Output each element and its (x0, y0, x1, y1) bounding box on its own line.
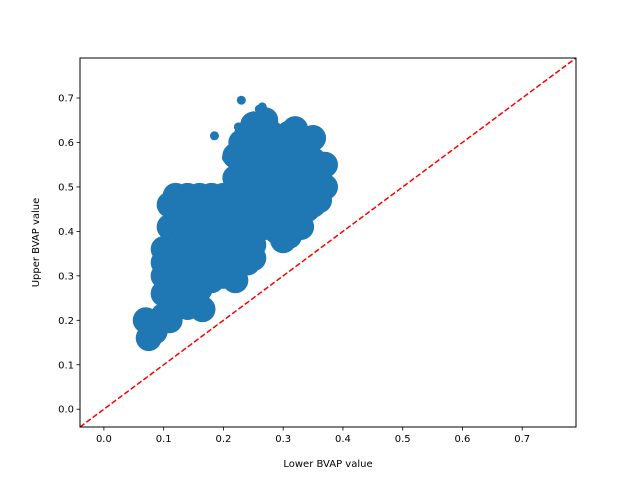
data-point (300, 125, 327, 152)
x-tick-label: 0.6 (455, 434, 471, 445)
y-tick-label: 0.1 (58, 360, 74, 371)
plot-frame (79, 57, 577, 428)
y-tick-label: 0.0 (58, 405, 74, 416)
y-tick-label: 0.6 (58, 138, 74, 149)
x-tick-label: 0.7 (514, 434, 530, 445)
x-tick-label: 0.2 (215, 434, 231, 445)
y-tick-label: 0.4 (58, 227, 74, 238)
data-point-outlier (209, 131, 219, 141)
x-tick-label: 0.4 (335, 434, 351, 445)
points-layer (132, 95, 339, 352)
data-point (312, 151, 339, 178)
data-point-outlier (284, 124, 294, 134)
x-tick-label: 0.5 (395, 434, 411, 445)
data-point (240, 245, 267, 272)
data-point (306, 187, 333, 214)
data-point-outlier (257, 102, 267, 112)
data-point-outlier (236, 95, 246, 105)
data-point-outlier (221, 153, 231, 163)
data-point (189, 296, 216, 323)
data-point-outlier (248, 111, 258, 121)
y-tick-label: 0.2 (58, 316, 74, 327)
data-point (288, 213, 315, 240)
x-tick-label: 0.1 (156, 434, 172, 445)
data-point-outlier (230, 146, 240, 156)
data-point (135, 325, 162, 352)
y-axis: 0.0 0.1 0.2 0.3 0.4 0.5 0.6 0.7 (58, 94, 80, 416)
y-axis-label: Upper BVAP value (31, 198, 42, 288)
x-axis-label: Lower BVAP value (283, 459, 372, 470)
reference-line-layer (80, 58, 576, 427)
x-tick-label: 0.3 (275, 434, 291, 445)
data-point-outlier (233, 122, 243, 132)
y-tick-label: 0.7 (58, 94, 74, 105)
x-tick-label: 0.0 (96, 434, 112, 445)
reference-line (80, 58, 576, 427)
data-point-outlier (293, 120, 303, 130)
x-axis: 0.0 0.1 0.2 0.3 0.4 0.5 0.6 0.7 (96, 427, 530, 445)
y-tick-label: 0.5 (58, 182, 74, 193)
y-tick-label: 0.3 (58, 271, 74, 282)
